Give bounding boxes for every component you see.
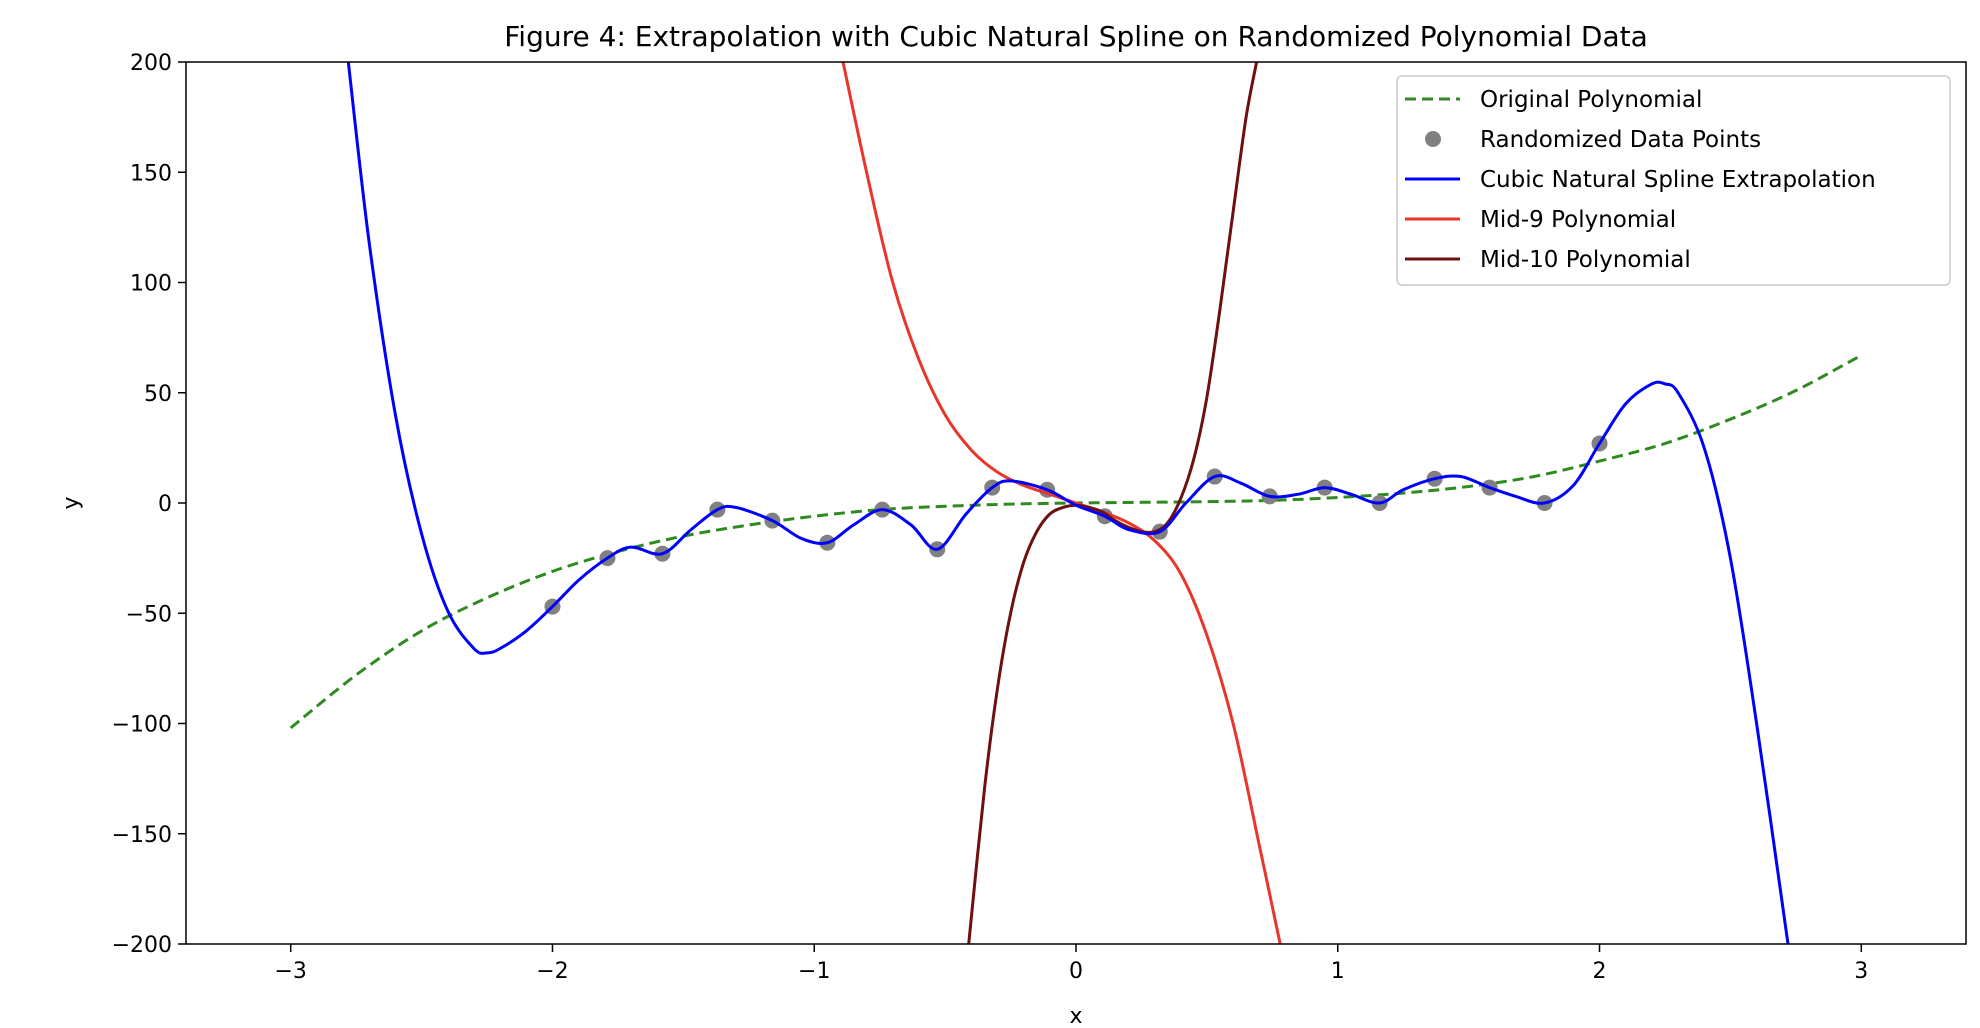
series-layer xyxy=(289,62,1863,944)
y-axis: 200 150 100 50 0 −50 −100 −150 −200 xyxy=(112,51,186,958)
legend-item: Randomized Data Points xyxy=(1425,127,1761,153)
legend-marker xyxy=(1425,131,1441,147)
x-tick-label: −1 xyxy=(798,959,830,984)
legend-label: Randomized Data Points xyxy=(1480,127,1761,153)
y-axis-label: y xyxy=(59,496,84,509)
y-tick-label: −200 xyxy=(112,933,172,958)
x-tick-label: 1 xyxy=(1331,959,1345,984)
x-tick-label: −2 xyxy=(536,959,568,984)
x-axis: −3 −2 −1 0 1 2 3 xyxy=(274,944,1868,984)
legend-item: Mid-9 Polynomial xyxy=(1405,207,1676,233)
legend-label: Mid-9 Polynomial xyxy=(1480,207,1676,233)
series-line-cubic-natural-spline-extrapolation xyxy=(346,62,1790,944)
legend-item: Cubic Natural Spline Extrapolation xyxy=(1405,167,1876,193)
x-tick-label: 3 xyxy=(1854,959,1868,984)
y-tick-label: −150 xyxy=(112,823,172,848)
x-tick-label: 2 xyxy=(1593,959,1607,984)
y-tick-label: −100 xyxy=(112,713,172,738)
legend-item: Original Polynomial xyxy=(1405,87,1702,113)
chart-title: Figure 4: Extrapolation with Cubic Natur… xyxy=(504,20,1648,53)
x-axis-label: x xyxy=(1069,1004,1082,1028)
legend-box xyxy=(1396,75,1951,286)
y-tick-label: 150 xyxy=(130,161,172,186)
series-line-mid-10-polynomial xyxy=(967,62,1259,944)
legend-label: Mid-10 Polynomial xyxy=(1480,247,1691,273)
x-tick-label: −3 xyxy=(274,959,306,984)
legend-label: Original Polynomial xyxy=(1480,87,1702,113)
y-tick-label: 100 xyxy=(130,272,172,297)
legend-label: Cubic Natural Spline Extrapolation xyxy=(1480,167,1876,193)
y-tick-label: −50 xyxy=(126,602,172,627)
y-tick-label: 0 xyxy=(158,492,172,517)
legend: Original Polynomial Randomized Data Point… xyxy=(1396,75,1951,286)
legend-item: Mid-10 Polynomial xyxy=(1405,247,1691,273)
y-tick-label: 200 xyxy=(130,51,172,76)
series-randomized-data-points xyxy=(544,435,1608,615)
series-line-original-polynomial xyxy=(289,353,1863,730)
y-tick-label: 50 xyxy=(144,382,172,407)
x-tick-label: 0 xyxy=(1069,959,1083,984)
